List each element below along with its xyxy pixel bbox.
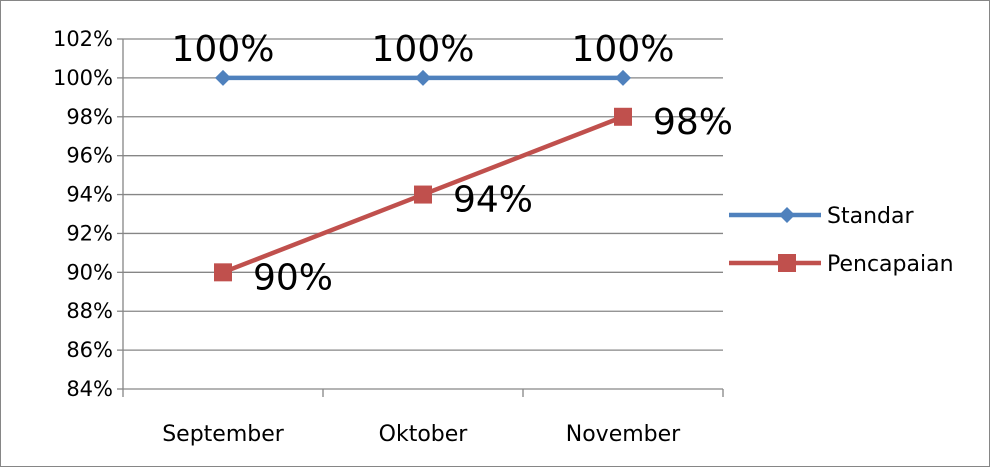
legend-marker-pencapaian <box>778 254 796 272</box>
legend-label-standar: Standar <box>827 204 914 229</box>
y-tick-label: 88% <box>66 299 113 323</box>
data-point-pencapaian <box>614 107 632 126</box>
legend: Standar Pencapaian <box>729 204 954 277</box>
data-label-standar: 100% <box>372 29 475 70</box>
y-tick-label: 102% <box>53 27 113 51</box>
series <box>214 69 632 282</box>
y-tick-label: 90% <box>66 260 113 284</box>
data-point-pencapaian <box>414 185 432 204</box>
y-tick-label: 96% <box>66 144 113 168</box>
y-tick-label: 94% <box>66 183 113 207</box>
data-point-pencapaian <box>214 263 232 282</box>
y-tick-label: 84% <box>66 377 113 401</box>
data-label-standar: 100% <box>172 29 275 70</box>
data-point-standar <box>615 69 631 86</box>
data-label-pencapaian: 94% <box>453 180 533 221</box>
y-tick-label: 92% <box>66 221 113 245</box>
y-tick-label: 100% <box>53 66 113 90</box>
y-tick-label: 86% <box>66 338 113 362</box>
legend-marker-standar <box>779 207 795 223</box>
legend-label-pencapaian: Pencapaian <box>827 252 954 277</box>
data-point-standar <box>215 69 231 86</box>
y-tick-label: 98% <box>66 105 113 129</box>
data-label-standar: 100% <box>572 29 675 70</box>
x-tick-label: Oktober <box>379 422 469 447</box>
x-tick-label: November <box>566 422 681 447</box>
axes: 84% 86% 88% 90% 92% 94% 96% 98% 100% 102% Septembe… <box>53 27 724 447</box>
data-point-standar <box>415 69 431 86</box>
data-label-pencapaian: 90% <box>253 257 333 298</box>
data-labels: 100% 100% 100% 90% 94% 98% <box>172 29 733 298</box>
x-tick-label: September <box>162 422 285 447</box>
data-label-pencapaian: 98% <box>653 102 733 143</box>
